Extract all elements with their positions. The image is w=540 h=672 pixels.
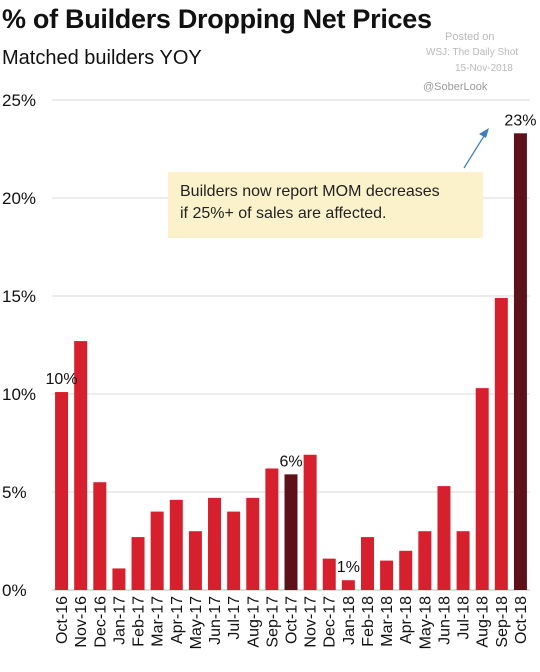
bar-sep-17 bbox=[265, 468, 279, 590]
annotation-arrow bbox=[463, 128, 489, 169]
annotation-box: Builders now report MOM decreases if 25%… bbox=[168, 172, 483, 238]
bar-jun-18 bbox=[437, 486, 451, 590]
x-tick-label: Feb-18 bbox=[360, 596, 377, 647]
bar-feb-18 bbox=[360, 537, 374, 590]
chart-subtitle: Matched builders YOY bbox=[2, 47, 202, 69]
x-tick-label: Jan-18 bbox=[341, 596, 358, 645]
annotation-line-1: Builders now report MOM decreases bbox=[180, 183, 440, 200]
x-tick-label: Jul-18 bbox=[456, 596, 473, 640]
bar-jun-17 bbox=[208, 497, 222, 590]
data-label: 6% bbox=[279, 453, 302, 470]
data-labels: 10% 6% 1% 23% bbox=[46, 112, 537, 576]
bar-dec-16 bbox=[93, 482, 107, 590]
bar-mar-17 bbox=[150, 511, 164, 590]
watermark-source: WSJ: The Daily Shot bbox=[426, 47, 519, 58]
watermark-date: 15-Nov-2018 bbox=[455, 63, 513, 74]
bar-may-17 bbox=[188, 531, 202, 590]
bar-feb-17 bbox=[131, 537, 145, 590]
x-tick-label: May-18 bbox=[417, 596, 434, 649]
bar-nov-16 bbox=[74, 341, 88, 590]
x-tick-label: Apr-17 bbox=[169, 596, 186, 644]
data-label: 10% bbox=[46, 371, 78, 388]
x-tick-label: Oct-18 bbox=[513, 596, 530, 644]
bar-apr-18 bbox=[399, 550, 413, 590]
x-tick-label: Mar-18 bbox=[379, 596, 396, 647]
x-tick-label: May-17 bbox=[188, 596, 205, 649]
x-axis-ticks: Oct-16 Nov-16 Dec-16 Jan-17 Feb-17 Mar-17 Apr-… bbox=[54, 596, 530, 649]
x-tick-label: Dec-16 bbox=[92, 596, 109, 648]
bar-aug-18 bbox=[475, 388, 489, 590]
y-tick-label: 0% bbox=[2, 581, 27, 600]
bar-aug-17 bbox=[246, 497, 260, 590]
bar-jul-18 bbox=[456, 531, 470, 590]
bar-nov-17 bbox=[303, 454, 317, 590]
bar-dec-17 bbox=[322, 558, 336, 590]
x-tick-label: Sep-17 bbox=[264, 596, 281, 648]
y-tick-label: 25% bbox=[2, 91, 36, 110]
x-tick-label: Jun-18 bbox=[436, 596, 453, 645]
bar-oct-17 bbox=[284, 474, 298, 590]
x-tick-label: Sep-18 bbox=[494, 596, 511, 648]
bar-jul-17 bbox=[227, 511, 241, 590]
x-tick-label: Aug-17 bbox=[245, 596, 262, 648]
x-tick-label: Feb-17 bbox=[131, 596, 148, 647]
x-tick-label: Jan-17 bbox=[111, 596, 128, 645]
x-tick-label: Nov-16 bbox=[73, 596, 90, 648]
annotation-line-2: if 25%+ of sales are affected. bbox=[180, 205, 387, 222]
y-axis-ticks: 0% 5% 10% 15% 20% 25% bbox=[2, 91, 36, 600]
y-tick-label: 10% bbox=[2, 385, 36, 404]
bar-oct-18 bbox=[513, 133, 527, 590]
x-tick-label: Nov-17 bbox=[303, 596, 320, 648]
watermark-handle: @SoberLook bbox=[423, 81, 488, 93]
x-tick-label: Oct-16 bbox=[54, 596, 71, 644]
bars bbox=[55, 133, 527, 590]
data-label: 23% bbox=[504, 112, 536, 129]
bar-apr-17 bbox=[169, 499, 183, 590]
chart-title: % of Builders Dropping Net Prices bbox=[2, 4, 432, 34]
arrow-shaft bbox=[463, 135, 485, 169]
bar-sep-18 bbox=[494, 297, 508, 590]
x-tick-label: Jul-17 bbox=[226, 596, 243, 640]
y-tick-label: 5% bbox=[2, 483, 27, 502]
bar-jan-17 bbox=[112, 568, 126, 590]
bar-jan-18 bbox=[341, 580, 355, 590]
data-label: 1% bbox=[337, 559, 360, 576]
bar-oct-16 bbox=[55, 392, 69, 590]
y-tick-label: 15% bbox=[2, 287, 36, 306]
x-tick-label: Dec-17 bbox=[322, 596, 339, 648]
y-tick-label: 20% bbox=[2, 189, 36, 208]
arrow-head bbox=[479, 128, 489, 138]
x-tick-label: Jun-17 bbox=[207, 596, 224, 645]
bar-mar-18 bbox=[380, 560, 394, 590]
bar-may-18 bbox=[418, 531, 432, 590]
watermark-posted: Posted on bbox=[445, 31, 495, 43]
x-tick-label: Mar-17 bbox=[150, 596, 167, 647]
x-tick-label: Oct-17 bbox=[284, 596, 301, 644]
x-tick-label: Apr-18 bbox=[398, 596, 415, 644]
x-tick-label: Aug-18 bbox=[475, 596, 492, 648]
